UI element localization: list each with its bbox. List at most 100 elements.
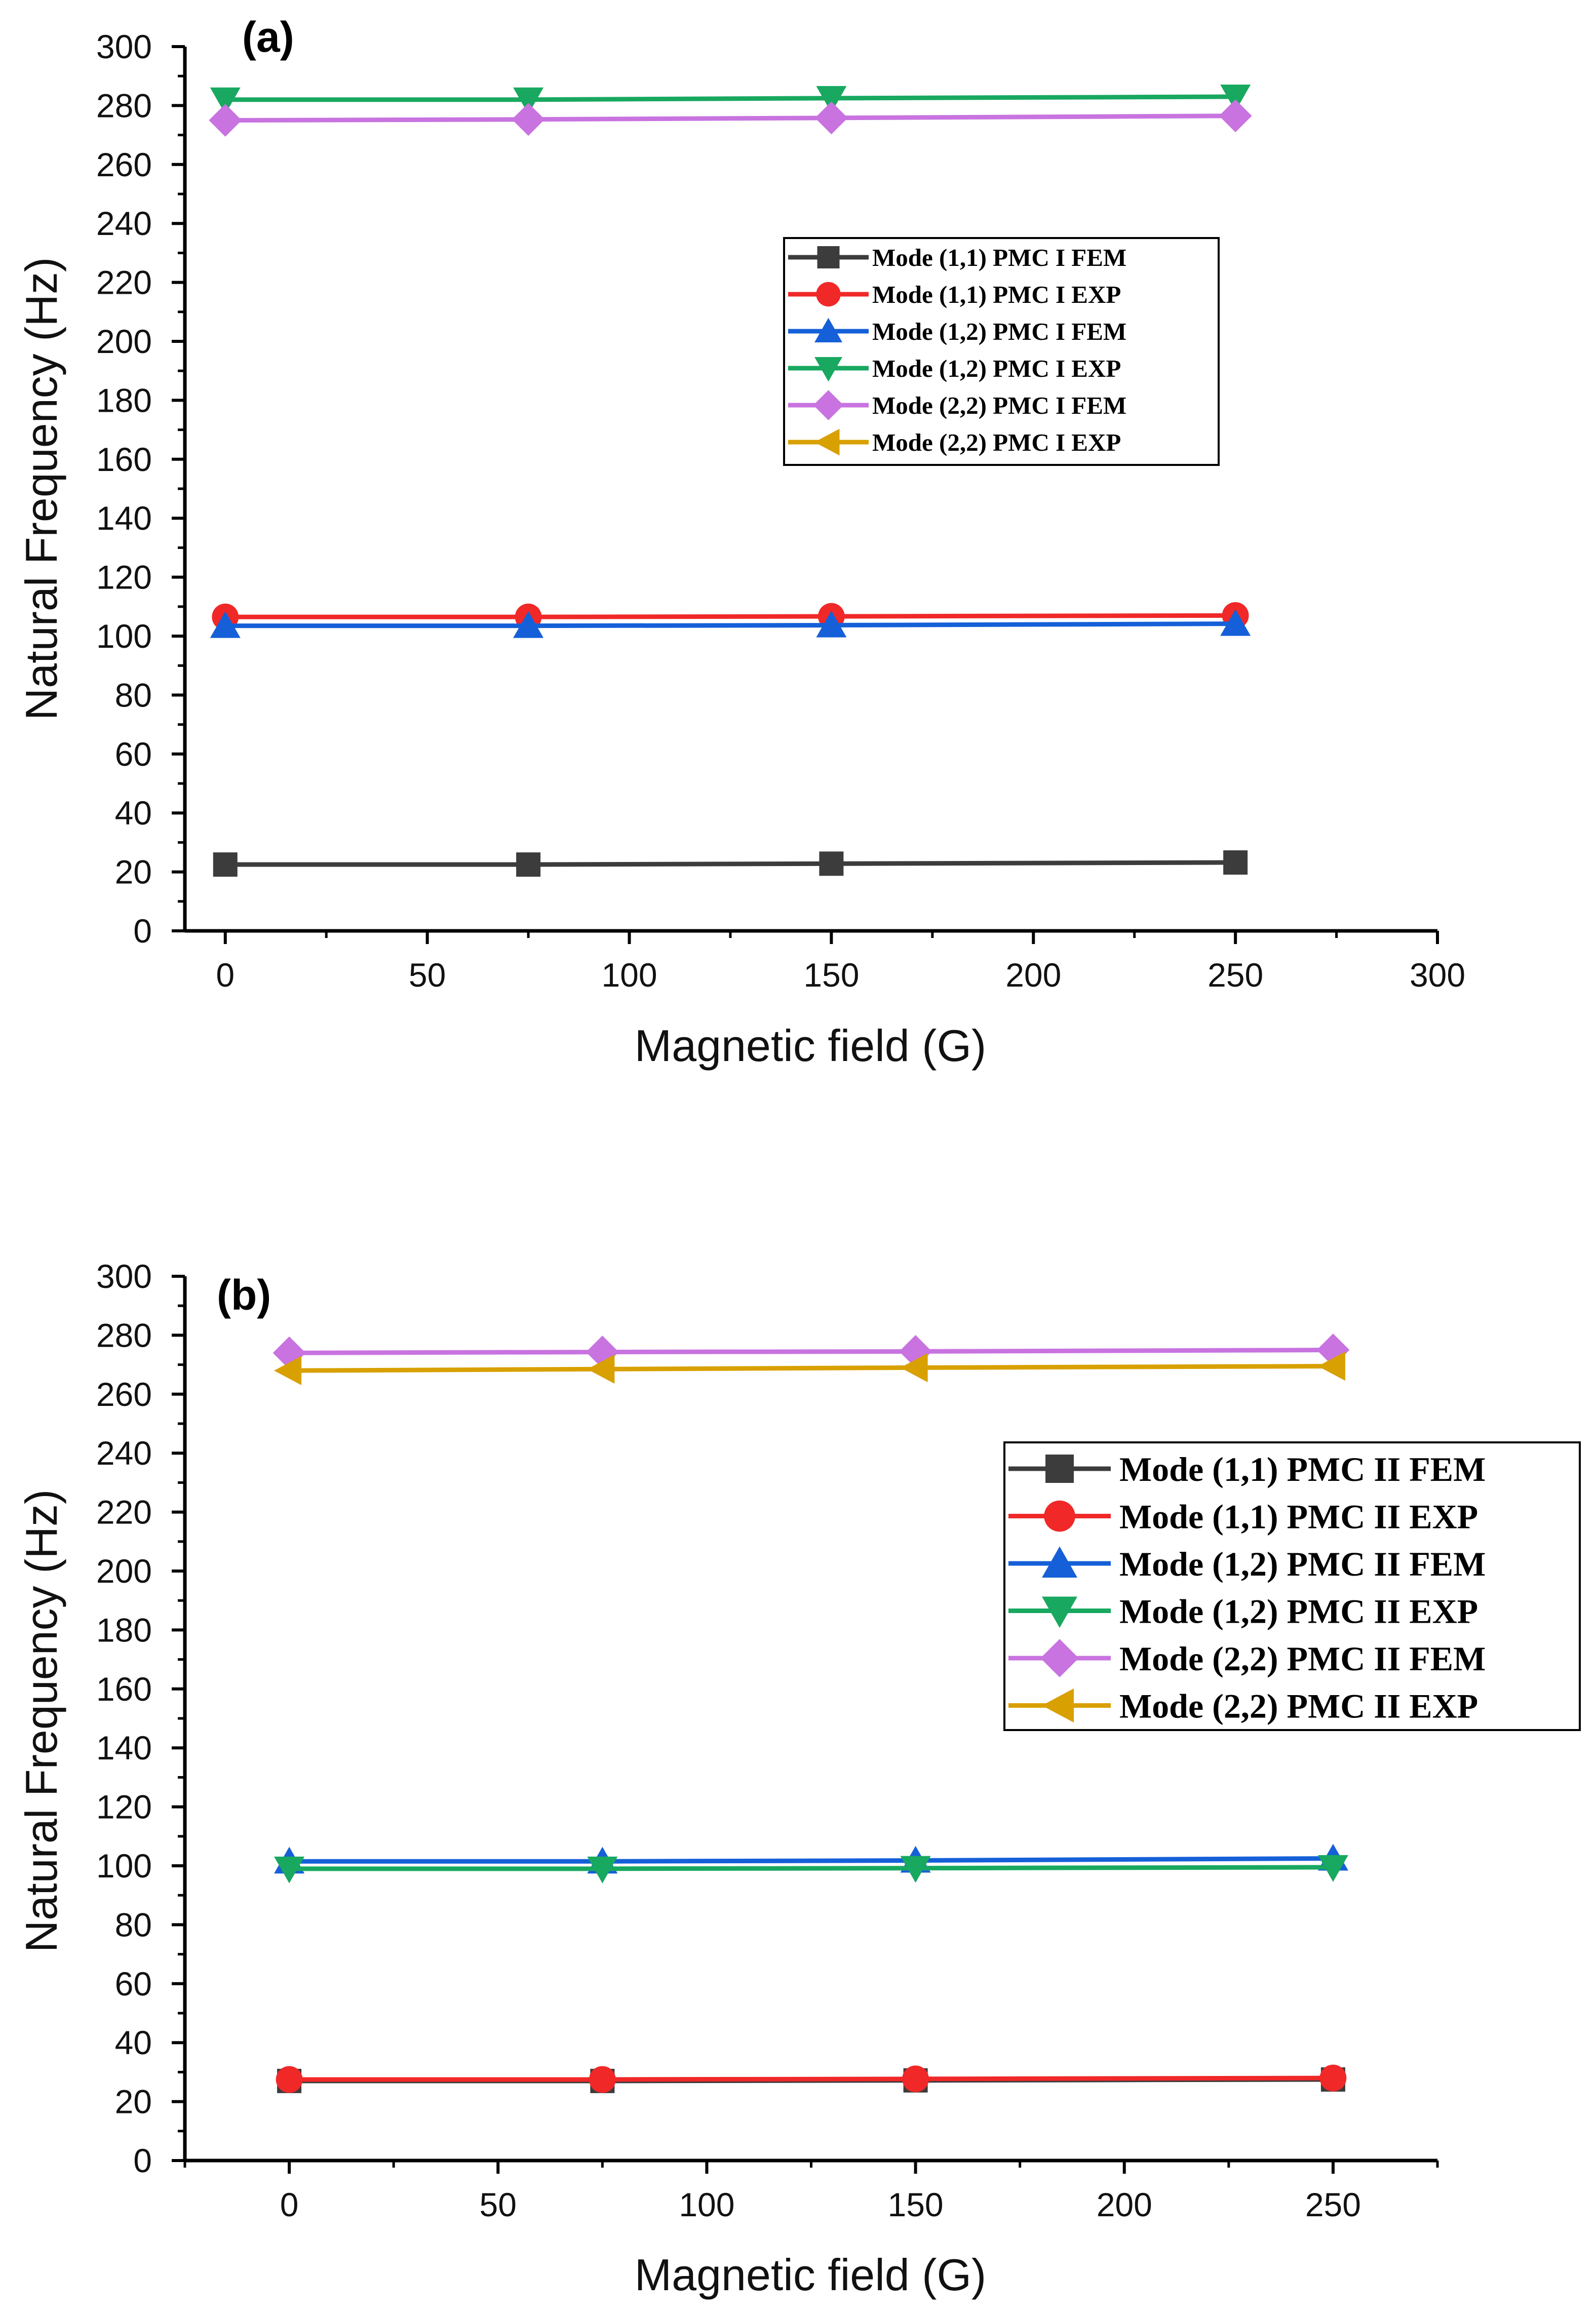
series-line-a-0 [225,860,1236,867]
x-tick-label-a: 0 [216,956,235,994]
y-axis-title-a: Natural Frequency (Hz) [16,257,66,721]
legend-label-a-3: Mode (1,2) PMC I EXP [872,355,1121,382]
data-point-b-1 [1319,2064,1347,2092]
panel-label-a: (a) [242,13,294,61]
data-point-a-4 [814,101,848,135]
y-tick-label-b: 260 [96,1376,152,1413]
legend-label-b-0: Mode (1,1) PMC II FEM [1119,1450,1486,1488]
legend-label-a-5: Mode (2,2) PMC I EXP [872,428,1121,456]
y-tick-label-b: 280 [96,1316,152,1354]
series-line-a-2 [225,621,1236,629]
data-point-a-3 [1220,84,1251,111]
legend-marker-b-4 [1040,1639,1079,1677]
y-tick-label-b: 140 [96,1729,152,1767]
y-tick-label-a: 120 [96,559,152,596]
series-line-b-5 [289,1364,1333,1373]
y-tick-label-b: 220 [96,1494,152,1531]
x-tick-label-a: 250 [1208,956,1263,994]
data-point-b-4 [586,1336,619,1368]
y-tick-label-a: 100 [96,617,152,655]
data-point-a-2 [816,610,847,638]
data-point-a-0 [819,851,844,876]
y-tick-label-a: 160 [96,441,152,478]
y-tick-label-b: 240 [96,1434,152,1472]
data-point-a-4 [512,103,545,136]
y-tick-label-b: 100 [96,1847,152,1885]
legend-marker-b-3 [1042,1596,1077,1628]
y-tick-label-a: 0 [133,912,152,950]
y-tick-label-a: 40 [115,794,152,832]
series-line-a-1 [225,613,1236,619]
x-tick-label-b: 200 [1097,2186,1152,2223]
legend-marker-a-2 [814,318,842,342]
y-tick-label-a: 60 [115,735,152,773]
data-point-b-3 [900,1856,931,1883]
legend-label-a-0: Mode (1,1) PMC I FEM [872,244,1126,271]
data-point-b-1 [589,2066,616,2093]
x-tick-label-a: 100 [601,956,657,994]
legend-label-b-2: Mode (1,2) PMC II FEM [1119,1545,1486,1583]
y-tick-label-a: 200 [96,323,152,360]
legend-marker-b-0 [1045,1455,1074,1483]
x-tick-label-b: 0 [280,2186,299,2223]
legend-marker-a-5 [814,428,840,456]
data-point-b-3 [274,1856,305,1884]
series-line-a-3 [225,94,1236,102]
y-tick-label-b: 20 [115,2083,152,2121]
legend-marker-a-0 [817,246,840,268]
y-tick-label-a: 300 [96,28,152,65]
y-tick-label-a: 20 [115,853,152,891]
y-tick-label-b: 200 [96,1552,152,1590]
legend-box-b [1003,1441,1581,1731]
y-tick-label-a: 180 [96,381,152,419]
x-axis-title-a: Magnetic field (G) [635,1021,986,1071]
y-tick-label-a: 80 [115,676,152,714]
data-point-a-0 [1223,850,1248,875]
legend-marker-a-3 [814,357,842,382]
legend-label-b-5: Mode (2,2) PMC II EXP [1119,1687,1478,1725]
data-point-a-2 [1220,609,1251,636]
x-tick-label-b: 150 [888,2186,944,2223]
data-point-a-2 [210,611,241,638]
y-axis-title-b: Natural Frequency (Hz) [16,1489,66,1953]
series-line-a-4 [225,113,1236,123]
data-point-b-5 [587,1354,615,1384]
data-point-b-3 [587,1856,618,1884]
legend-marker-a-1 [816,282,841,307]
legend-label-b-4: Mode (2,2) PMC II FEM [1119,1639,1486,1678]
y-tick-label-b: 0 [133,2142,152,2179]
series-line-b-4 [289,1348,1333,1355]
data-point-b-5 [274,1356,302,1386]
y-tick-label-a: 240 [96,205,152,242]
x-tick-label-b: 100 [679,2186,734,2223]
panel-a: (a) Magnetic field (G) Natural Frequency… [16,13,1465,1071]
y-tick-label-b: 40 [115,2024,152,2061]
legend-marker-a-4 [813,390,844,420]
y-tick-label-b: 160 [96,1670,152,1708]
data-point-a-4 [209,104,242,137]
y-tick-label-b: 180 [96,1611,152,1649]
data-point-b-1 [276,2066,303,2093]
y-tick-label-b: 120 [96,1788,152,1826]
legend-label-a-2: Mode (1,2) PMC I FEM [872,318,1126,345]
x-tick-label-b: 50 [480,2186,517,2223]
data-point-a-2 [513,611,544,638]
data-point-a-3 [210,87,241,114]
y-tick-label-a: 280 [96,87,152,124]
series-line-b-1 [289,2075,1333,2082]
y-tick-label-b: 60 [115,1965,152,2003]
data-point-a-3 [816,86,847,113]
y-tick-label-b: 80 [115,1906,152,1943]
legend-marker-b-5 [1042,1688,1074,1723]
y-tick-label-a: 260 [96,146,152,183]
series-line-b-2 [289,1856,1333,1864]
x-tick-label-a: 150 [803,956,859,994]
data-point-b-1 [902,2065,929,2093]
series-line-b-3 [289,1865,1333,1871]
y-tick-label-b: 300 [96,1258,152,1295]
data-point-a-3 [513,87,544,114]
legend-marker-b-1 [1044,1500,1075,1532]
legend-marker-b-2 [1042,1546,1077,1578]
data-point-b-5 [1317,1351,1345,1381]
x-tick-label-b: 250 [1305,2186,1361,2223]
